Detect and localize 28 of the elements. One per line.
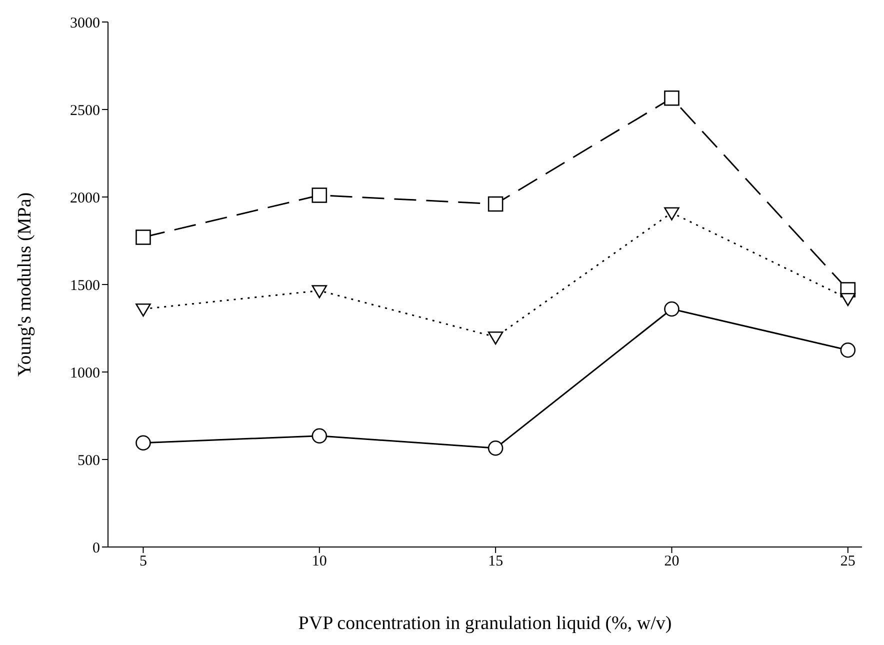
y-tick-label: 2000: [70, 190, 100, 206]
y-tick-label: 2500: [70, 102, 100, 119]
y-tick-label: 1000: [70, 365, 100, 382]
point: [136, 435, 151, 451]
point: [840, 292, 856, 306]
point: [664, 207, 680, 220]
y-tick-label: 500: [78, 452, 100, 469]
x-tick-label: 5: [139, 554, 147, 570]
x-axis-title: PVP concentration in granulation liquid (%, w/v): [298, 613, 672, 634]
point: [488, 196, 504, 212]
point: [488, 331, 504, 345]
x-tick-label: 25: [840, 554, 856, 570]
point: [136, 303, 151, 317]
point: [840, 342, 856, 358]
y-tick-label: 3000: [70, 15, 100, 32]
point: [488, 440, 504, 456]
point: [664, 90, 680, 106]
point: [312, 188, 328, 203]
y-tick-label: 0: [92, 540, 100, 556]
y-tick-label: 1500: [70, 278, 100, 294]
point: [312, 428, 328, 444]
x-tick-label: 20: [664, 554, 680, 570]
x-tick-label: 10: [312, 554, 327, 570]
x-tick-label: 15: [488, 554, 504, 570]
point: [136, 230, 151, 245]
point: [312, 285, 328, 298]
y-axis-title: Young's modulus (MPa): [14, 192, 36, 377]
point: [664, 301, 680, 317]
